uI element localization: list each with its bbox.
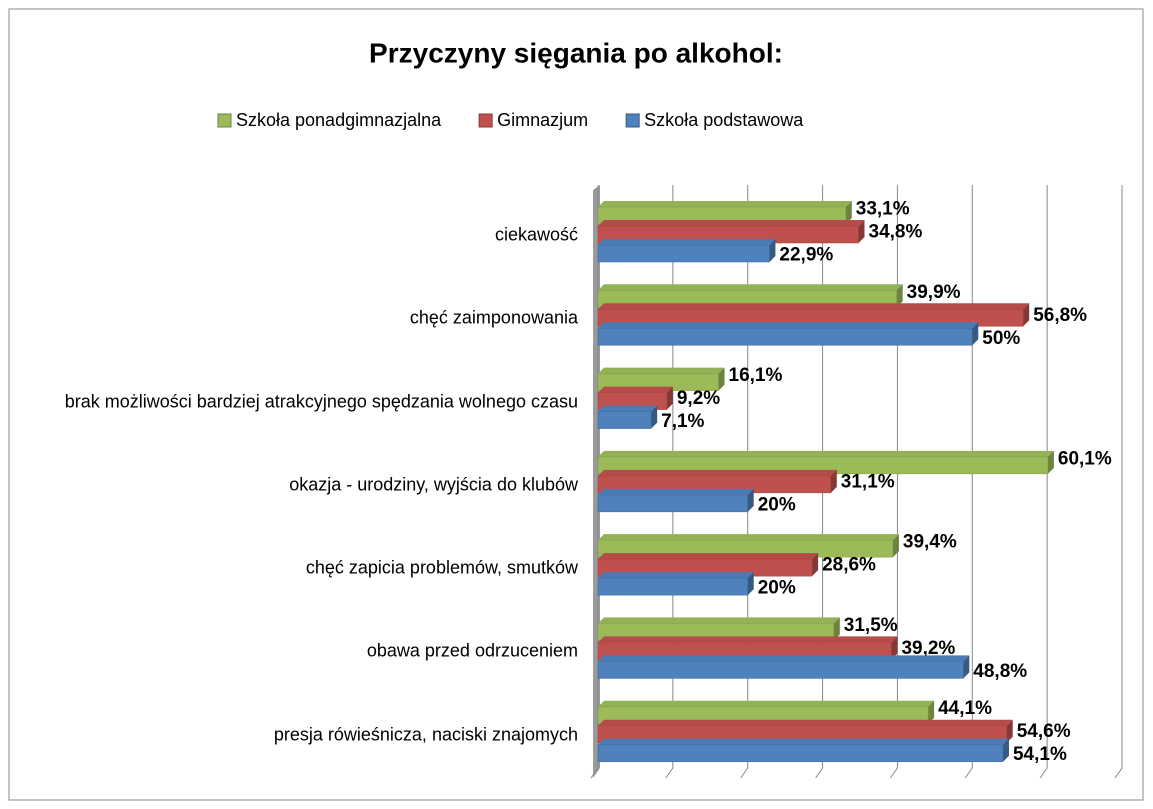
- value-label: 39,4%: [903, 532, 957, 553]
- bar-top: [598, 303, 1030, 310]
- value-label: 39,9%: [907, 282, 961, 303]
- bar-top: [598, 738, 1009, 745]
- bar-top: [598, 617, 840, 624]
- grid-line: [964, 185, 973, 779]
- grid-line: [815, 185, 824, 779]
- bar-side: [1002, 738, 1009, 762]
- bar: [597, 661, 964, 679]
- bar-top: [598, 719, 1013, 726]
- legend-swatch: [217, 113, 232, 128]
- bar-side: [1023, 303, 1030, 327]
- value-label: 22,9%: [779, 245, 833, 266]
- value-label: 56,8%: [1033, 305, 1087, 326]
- value-label: 44,1%: [938, 698, 992, 719]
- grid-line: [1114, 185, 1123, 779]
- value-label: 33,1%: [856, 199, 910, 220]
- value-label: 60,1%: [1058, 448, 1112, 469]
- value-label: 20%: [758, 578, 796, 599]
- bar-top: [598, 284, 903, 291]
- value-label: 9,2%: [677, 388, 720, 409]
- bar-top: [598, 239, 776, 245]
- legend-label: Szkoła ponadgimnazjalna: [236, 110, 442, 130]
- legend-label: Szkoła podstawowa: [644, 110, 804, 130]
- bar-side: [892, 534, 899, 558]
- grid-line: [740, 185, 749, 779]
- value-label: 48,8%: [973, 661, 1027, 682]
- bar-top: [598, 534, 899, 541]
- value-label: 28,6%: [822, 555, 876, 576]
- bar-top: [598, 450, 1054, 457]
- value-label: 54,1%: [1013, 744, 1067, 765]
- bar: [597, 577, 748, 596]
- bar-side: [928, 700, 935, 724]
- category-label: obawa przed odrzuceniem: [366, 640, 578, 661]
- bar-top: [598, 367, 725, 374]
- category-label: chęć zaimponowania: [409, 307, 578, 328]
- category-label: presja rówieśnicza, naciski znajomych: [273, 724, 578, 745]
- bar-side: [858, 220, 865, 243]
- bar-top: [598, 636, 898, 643]
- bar-top: [598, 553, 819, 560]
- value-label: 16,1%: [729, 365, 783, 386]
- value-label: 31,1%: [841, 471, 895, 492]
- bar-side: [833, 617, 840, 641]
- category-label: okazja - urodziny, wyjścia do klubów: [289, 474, 578, 495]
- grid-line: [1039, 185, 1048, 779]
- bar-side: [747, 572, 754, 596]
- value-label: 34,8%: [869, 222, 923, 243]
- value-label: 50%: [982, 328, 1020, 349]
- bar-top: [598, 386, 673, 393]
- legend-swatch: [478, 113, 493, 128]
- bar: [597, 494, 748, 513]
- category-label: ciekawość: [494, 224, 578, 245]
- bar-side: [891, 636, 898, 660]
- value-label: 31,5%: [844, 615, 898, 636]
- bar-top: [598, 201, 852, 207]
- bar-top: [598, 220, 865, 226]
- bar-side: [769, 239, 776, 262]
- bar-side: [1006, 719, 1013, 743]
- bar: [597, 244, 770, 263]
- bar-top: [598, 655, 970, 662]
- bar-side: [812, 553, 819, 577]
- legend-label: Gimnazjum: [497, 110, 588, 130]
- bar-side: [972, 322, 979, 346]
- bar-top: [598, 488, 754, 495]
- bar: [597, 328, 973, 346]
- bar: [597, 411, 652, 429]
- legend-swatch: [625, 113, 640, 128]
- bar-side: [830, 469, 837, 493]
- bar-side: [747, 488, 754, 512]
- bar-top: [598, 469, 837, 476]
- grid-line: [890, 185, 898, 779]
- bar-top: [598, 405, 658, 412]
- bar-top: [598, 322, 979, 329]
- category-label: chęć zapicia problemów, smutków: [305, 557, 578, 578]
- value-label: 54,6%: [1017, 721, 1071, 742]
- value-label: 7,1%: [661, 411, 704, 432]
- bar-side: [666, 386, 673, 410]
- value-label: 39,2%: [901, 638, 955, 659]
- bar: [597, 744, 1004, 762]
- bar-side: [963, 655, 970, 679]
- bar-side: [1047, 450, 1054, 474]
- bar-side: [651, 405, 658, 429]
- bar-side: [845, 201, 852, 224]
- bar-side: [718, 367, 725, 391]
- bar-top: [598, 700, 935, 707]
- bar-top: [598, 572, 754, 579]
- value-label: 20%: [758, 494, 796, 515]
- category-label: brak możliwości bardziej atrakcyjnego sp…: [64, 391, 578, 412]
- chart-title: Przyczyny sięgania po alkohol:: [369, 37, 783, 68]
- bar-side: [896, 284, 903, 308]
